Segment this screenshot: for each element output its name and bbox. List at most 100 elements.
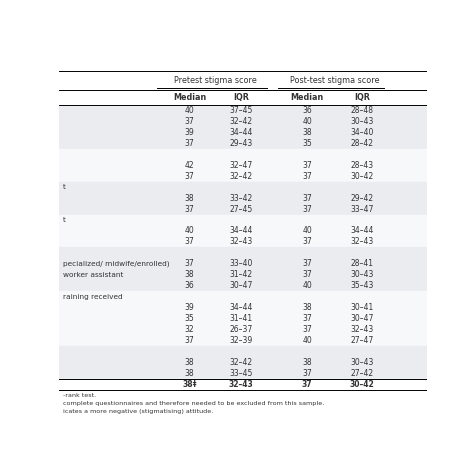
Bar: [59, 226, 427, 237]
Text: 40: 40: [302, 117, 312, 126]
Text: 38: 38: [302, 303, 312, 312]
Text: 40: 40: [302, 227, 312, 236]
Bar: [59, 357, 427, 368]
Text: Median: Median: [173, 93, 206, 102]
Text: 30–42: 30–42: [350, 380, 374, 389]
Text: 37: 37: [185, 336, 194, 345]
Bar: [59, 247, 427, 258]
Text: 33–40: 33–40: [229, 259, 253, 268]
Bar: [59, 72, 427, 105]
Text: 27–47: 27–47: [351, 336, 374, 345]
Text: 37: 37: [185, 139, 194, 148]
Text: 38: 38: [185, 369, 194, 378]
Bar: [59, 127, 427, 138]
Text: 34–44: 34–44: [229, 303, 253, 312]
Text: 37: 37: [302, 314, 312, 323]
Text: 32–43: 32–43: [229, 237, 253, 246]
Text: icates a more negative (stigmatising) attitude.: icates a more negative (stigmatising) at…: [63, 410, 213, 414]
Text: 30–47: 30–47: [351, 314, 374, 323]
Text: t: t: [63, 184, 66, 190]
Text: 28–48: 28–48: [351, 106, 374, 115]
Text: 32–42: 32–42: [229, 172, 253, 181]
Text: 37: 37: [302, 325, 312, 334]
Text: 32–43: 32–43: [351, 237, 374, 246]
Text: 33–42: 33–42: [229, 193, 253, 202]
Bar: [59, 149, 427, 160]
Bar: [59, 258, 427, 269]
Text: 37: 37: [302, 259, 312, 268]
Text: 40: 40: [185, 227, 194, 236]
Bar: [59, 116, 427, 127]
Bar: [59, 335, 427, 346]
Bar: [59, 138, 427, 149]
Text: 36: 36: [185, 281, 194, 290]
Text: 31–42: 31–42: [229, 270, 253, 279]
Text: 38‡: 38‡: [182, 380, 197, 389]
Text: 30–43: 30–43: [351, 270, 374, 279]
Bar: [59, 204, 427, 215]
Text: 39: 39: [185, 303, 194, 312]
Bar: [59, 182, 427, 192]
Text: 28–42: 28–42: [351, 139, 374, 148]
Text: 38: 38: [185, 193, 194, 202]
Text: 40: 40: [302, 281, 312, 290]
Text: 35: 35: [185, 314, 194, 323]
Text: 37–45: 37–45: [229, 106, 253, 115]
Text: 30–42: 30–42: [351, 172, 374, 181]
Text: 38: 38: [185, 358, 194, 367]
Text: 37: 37: [185, 117, 194, 126]
Text: 34–44: 34–44: [351, 227, 374, 236]
Bar: [59, 192, 427, 204]
Text: 38: 38: [302, 128, 312, 137]
Text: 28–41: 28–41: [351, 259, 374, 268]
Bar: [59, 215, 427, 226]
Text: 29–43: 29–43: [229, 139, 253, 148]
Text: Pretest stigma score: Pretest stigma score: [174, 76, 257, 85]
Text: IQR: IQR: [355, 93, 370, 102]
Text: 40: 40: [185, 106, 194, 115]
Text: IQR: IQR: [233, 93, 249, 102]
Text: 34–44: 34–44: [229, 128, 253, 137]
Text: 33–47: 33–47: [351, 205, 374, 214]
Text: 32–39: 32–39: [229, 336, 253, 345]
Text: 42: 42: [185, 161, 194, 170]
Bar: [59, 368, 427, 379]
Text: 37: 37: [185, 205, 194, 214]
Text: 36: 36: [302, 106, 312, 115]
Text: 32–43: 32–43: [351, 325, 374, 334]
Text: pecialized/ midwife/enrolled): pecialized/ midwife/enrolled): [63, 261, 170, 267]
Bar: [59, 302, 427, 313]
Text: 32: 32: [185, 325, 194, 334]
Text: complete questionnaires and therefore needed to be excluded from this sample.: complete questionnaires and therefore ne…: [63, 401, 324, 406]
Text: 30–47: 30–47: [229, 281, 253, 290]
Text: Median: Median: [291, 93, 324, 102]
Text: 37: 37: [302, 172, 312, 181]
Text: raining received: raining received: [63, 294, 123, 300]
Text: 40: 40: [302, 336, 312, 345]
Text: 30–43: 30–43: [351, 117, 374, 126]
Text: 32–42: 32–42: [229, 117, 253, 126]
Bar: [59, 160, 427, 171]
Text: 37: 37: [185, 259, 194, 268]
Text: 37: 37: [302, 237, 312, 246]
Text: 29–42: 29–42: [351, 193, 374, 202]
Text: 38: 38: [302, 358, 312, 367]
Text: 32–43: 32–43: [229, 380, 254, 389]
Bar: [59, 105, 427, 116]
Text: 28–43: 28–43: [351, 161, 374, 170]
Bar: [59, 171, 427, 182]
Text: -rank test.: -rank test.: [63, 393, 96, 398]
Text: 38: 38: [185, 270, 194, 279]
Bar: [59, 269, 427, 280]
Bar: [59, 324, 427, 335]
Text: 31–41: 31–41: [229, 314, 253, 323]
Text: t: t: [63, 217, 66, 223]
Text: 37: 37: [302, 270, 312, 279]
Text: 37: 37: [302, 193, 312, 202]
Text: 34–40: 34–40: [351, 128, 374, 137]
Bar: [59, 313, 427, 324]
Text: 30–43: 30–43: [351, 358, 374, 367]
Text: worker assistant: worker assistant: [63, 272, 123, 278]
Text: 37: 37: [185, 172, 194, 181]
Text: 34–44: 34–44: [229, 227, 253, 236]
